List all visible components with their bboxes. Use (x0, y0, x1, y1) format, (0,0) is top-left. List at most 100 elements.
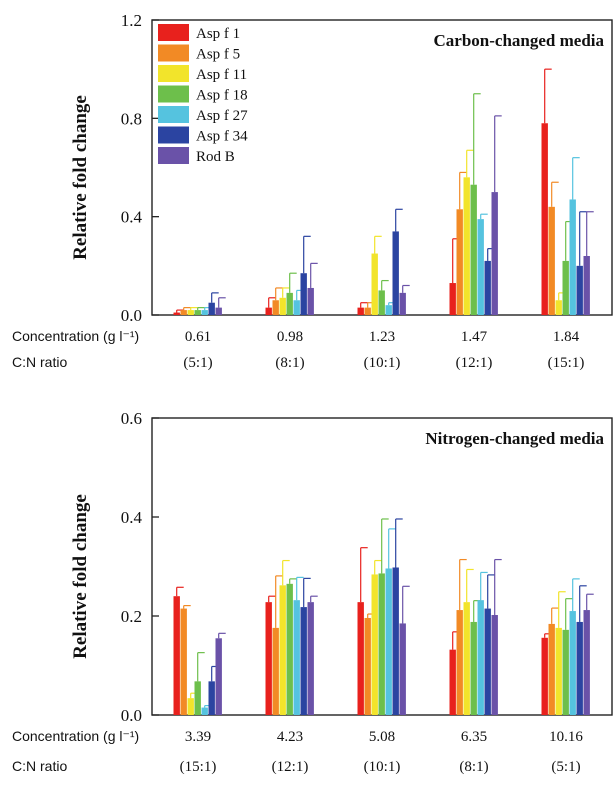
bar (272, 300, 279, 315)
legend-label: Asp f 5 (196, 47, 240, 63)
bar (541, 637, 548, 715)
y-tick-label: 0.4 (121, 508, 143, 527)
bar (463, 602, 470, 715)
bar (562, 260, 569, 315)
legend-swatch (158, 85, 189, 103)
concentration-row-label: Concentration (g l⁻¹) (12, 328, 139, 344)
y-axis-label: Relative fold change (70, 95, 91, 260)
bar (378, 290, 385, 315)
ratio-row-label: C:N ratio (12, 758, 67, 774)
bar (364, 307, 371, 315)
bar (456, 209, 463, 315)
bar (491, 192, 498, 315)
y-tick-label: 0.2 (121, 607, 142, 626)
bar (484, 608, 491, 715)
bar (371, 253, 378, 315)
bar (187, 310, 194, 315)
legend-label: Asp f 1 (196, 26, 240, 42)
bar (385, 305, 392, 315)
bar (548, 623, 555, 715)
y-tick-label: 0.8 (121, 109, 142, 128)
legend-swatch (158, 106, 189, 123)
bar (173, 596, 180, 715)
bar (470, 184, 477, 315)
legend-swatch (158, 24, 189, 41)
bar (576, 621, 583, 715)
bar (541, 123, 548, 315)
bar (399, 623, 406, 715)
y-tick-label: 0.6 (121, 409, 142, 428)
bar (463, 177, 470, 315)
bar (286, 292, 293, 315)
x-tick-label: 5.08 (369, 729, 395, 745)
bar (265, 602, 272, 715)
y-axis-label: Relative fold change (70, 494, 91, 659)
ratio-label: (8:1) (275, 355, 304, 371)
x-tick-label: 6.35 (461, 729, 487, 745)
ratio-label: (15:1) (548, 355, 585, 371)
bar (300, 273, 307, 315)
chart-panel-1: 0.0 0.4 0.8 1.2 Relative fold change Carbon-c… (12, 11, 613, 371)
bar (491, 615, 498, 715)
legend-label: Asp f 18 (196, 88, 248, 104)
y-tick-label: 1.2 (121, 11, 142, 30)
bar (279, 585, 286, 715)
chart-title: Nitrogen-changed media (425, 429, 604, 448)
bar (180, 608, 187, 715)
legend-swatch (158, 65, 189, 82)
x-tick-label: 3.39 (185, 729, 211, 745)
bar (583, 610, 590, 715)
bar (371, 574, 378, 715)
legend-label: Asp f 11 (196, 67, 247, 83)
x-tick-label: 0.61 (185, 329, 211, 345)
bar (569, 199, 576, 315)
bar (399, 292, 406, 315)
bar (562, 629, 569, 715)
ratio-row-label: C:N ratio (12, 354, 67, 370)
legend-label: Asp f 34 (196, 129, 248, 145)
bar (215, 307, 222, 315)
bar (307, 602, 314, 715)
bar (357, 307, 364, 315)
bar (456, 610, 463, 715)
legend-swatch (158, 44, 189, 62)
y-tick-label: 0.0 (121, 306, 142, 325)
ratio-label: (15:1) (180, 759, 217, 775)
bar (484, 260, 491, 315)
x-tick-label: 1.23 (369, 329, 395, 345)
x-tick-label: 4.23 (277, 729, 303, 745)
bar (477, 219, 484, 315)
bar (286, 583, 293, 715)
bar (194, 681, 201, 715)
bar (293, 300, 300, 315)
bar (357, 602, 364, 715)
ratio-label: (8:1) (459, 759, 488, 775)
bar (548, 206, 555, 315)
legend-swatch (158, 147, 189, 164)
bar (576, 265, 583, 315)
bar (555, 300, 562, 315)
bar (555, 627, 562, 715)
bar (201, 707, 208, 715)
ratio-label: (12:1) (272, 759, 309, 775)
concentration-row-label: Concentration (g l⁻¹) (12, 728, 139, 744)
legend-swatch (158, 126, 189, 144)
x-tick-label: 1.84 (553, 329, 580, 345)
ratio-label: (5:1) (551, 759, 580, 775)
y-tick-label: 0.4 (121, 208, 143, 227)
bar (272, 627, 279, 715)
legend-label: Asp f 27 (196, 108, 248, 124)
y-tick-label: 0.0 (121, 706, 142, 725)
bar (364, 617, 371, 715)
bar (583, 256, 590, 315)
bar (201, 310, 208, 315)
bar (279, 297, 286, 315)
bar (215, 638, 222, 715)
bar (208, 302, 215, 315)
chart-title: Carbon-changed media (434, 31, 605, 50)
ratio-label: (5:1) (183, 355, 212, 371)
bar (265, 307, 272, 315)
legend: Asp f 1 Asp f 5 Asp f 11 Asp f 18 Asp f 27 As… (158, 24, 248, 165)
